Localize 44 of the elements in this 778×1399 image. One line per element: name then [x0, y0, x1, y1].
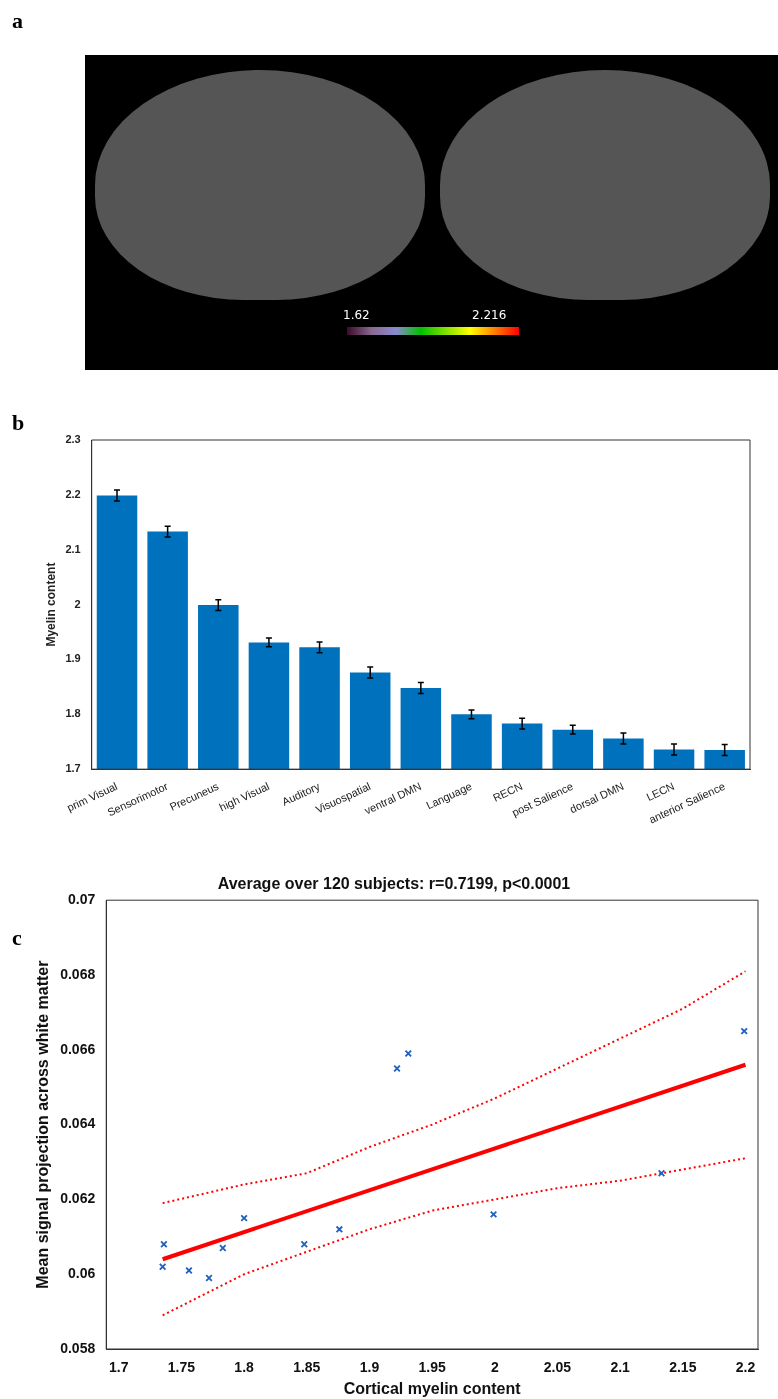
text: 2.216	[472, 308, 507, 322]
y-tick-label: 1.7	[65, 762, 81, 775]
x-tick-label: 1.7	[109, 1359, 129, 1376]
y-tick-label: 1.8	[65, 707, 81, 720]
y-tick-label: 0.068	[60, 965, 96, 982]
y-tick-label: 2.2	[65, 487, 81, 500]
point	[160, 1240, 168, 1249]
x-tick-label: 1.85	[293, 1359, 321, 1376]
y-tick-label: 0.07	[67, 891, 96, 908]
point	[240, 1214, 248, 1222]
point	[404, 1049, 413, 1058]
x-tick-label: 2.05	[543, 1359, 572, 1376]
x-tick-label: 1.95	[418, 1359, 446, 1376]
text: a	[12, 8, 23, 34]
point	[219, 1244, 227, 1252]
text: b	[12, 410, 25, 436]
text: c	[12, 925, 22, 951]
y-tick-label: 0.058	[60, 1339, 96, 1356]
x-tick-label: 1.75	[167, 1359, 196, 1376]
y-tick-label: 0.066	[60, 1040, 96, 1057]
point	[489, 1210, 498, 1219]
y-tick-label: 2	[74, 597, 81, 610]
point	[158, 1262, 167, 1271]
point	[300, 1240, 308, 1249]
point	[205, 1274, 213, 1282]
y-axis-title: Mean signal projection across white matter	[34, 960, 52, 1289]
x-tick-label: 2.15	[669, 1359, 697, 1376]
x-tick-label: 2.1	[610, 1359, 631, 1376]
x-tick-label: 2	[490, 1359, 499, 1376]
chart-title: Average over 120 subjects: r=0.7199, p<0.0001	[217, 875, 571, 893]
text: 1.62	[343, 308, 370, 322]
y-tick-label: 1.9	[65, 652, 81, 665]
x-tick-label: 1.9	[359, 1359, 380, 1376]
y-tick-label: 0.06	[67, 1265, 96, 1282]
x-axis-title: Cortical myelin content	[343, 1379, 522, 1397]
y-tick-label: 0.062	[60, 1190, 96, 1207]
y-axis-title: Myelin content	[43, 562, 58, 647]
y-tick-label: 0.064	[60, 1115, 96, 1132]
line-series	[161, 970, 747, 1205]
y-tick-label: 2.3	[65, 433, 81, 446]
x-tick-label: 1.8	[234, 1359, 255, 1376]
x-tick-label: 2.2	[735, 1359, 756, 1376]
line-series	[161, 1157, 747, 1317]
y-tick-label: 2.1	[65, 542, 81, 555]
